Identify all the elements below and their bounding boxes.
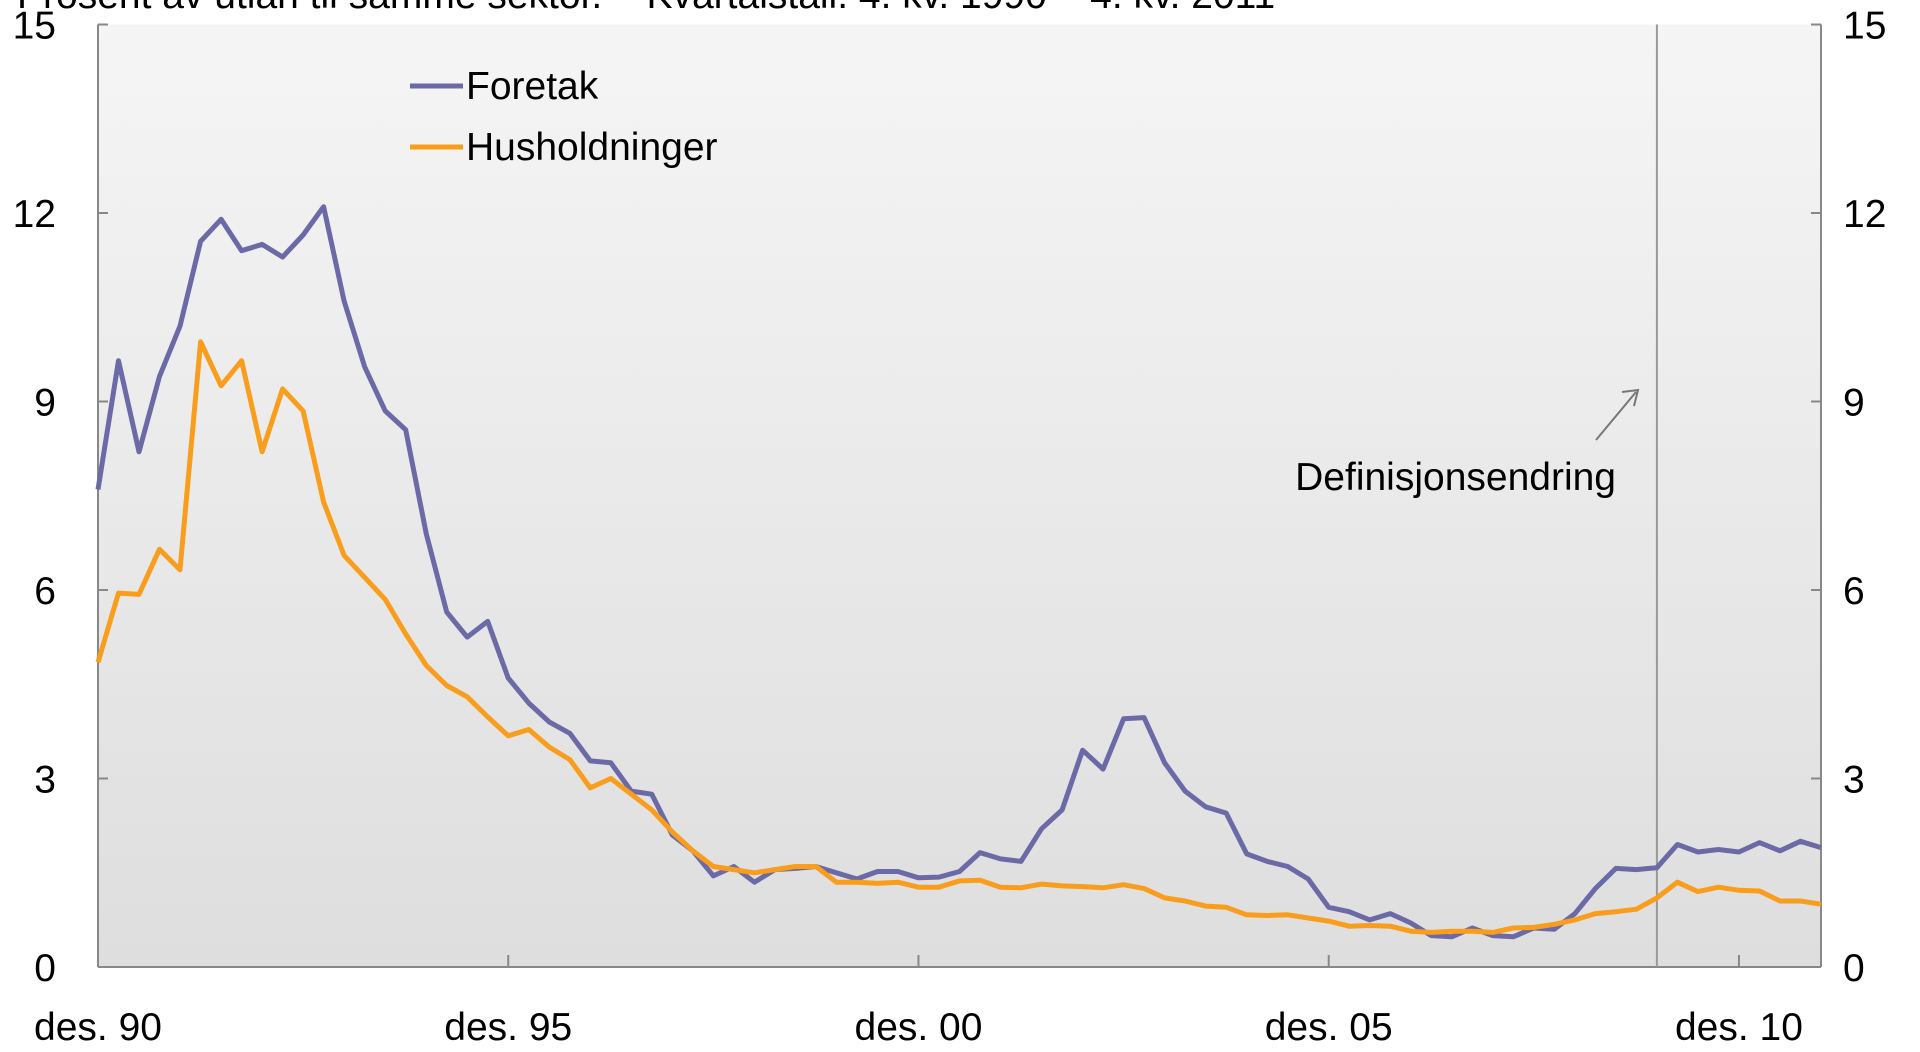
- legend-label: Husholdninger: [466, 126, 718, 169]
- series-line: [95, 339, 1822, 935]
- legend-label: Foretak: [466, 65, 599, 108]
- plot-area: [98, 24, 1821, 967]
- y-tick-label: 0: [34, 947, 56, 990]
- annotation: Definisjonsendring: [1295, 456, 1616, 499]
- y2-tick-label: 12: [1843, 193, 1886, 236]
- y-tick-label: 12: [13, 193, 56, 236]
- y-tick-label: 9: [34, 382, 56, 425]
- x-tick-label: des. 05: [1265, 1006, 1393, 1047]
- y-tick-label: 6: [34, 570, 56, 613]
- y-tick-label: 3: [34, 759, 56, 802]
- x-tick-label: des. 90: [34, 1006, 162, 1047]
- y2-tick-label: 9: [1843, 382, 1865, 425]
- x-tick-label: des. 00: [855, 1006, 983, 1047]
- annotation-arrow: [1595, 391, 1637, 441]
- x-tick-label: des. 10: [1675, 1006, 1803, 1047]
- chart-title: Prosent av utlån til samme sektor. ¹⁾ Kv…: [17, 0, 1275, 17]
- y2-tick-label: 6: [1843, 570, 1865, 613]
- x-tick-label: des. 95: [444, 1006, 572, 1047]
- y2-tick-label: 3: [1843, 759, 1865, 802]
- y-tick-label: 15: [13, 5, 56, 48]
- y2-tick-label: 0: [1843, 947, 1865, 990]
- y2-tick-label: 15: [1843, 5, 1886, 48]
- annotation-arrowhead: [1621, 388, 1640, 407]
